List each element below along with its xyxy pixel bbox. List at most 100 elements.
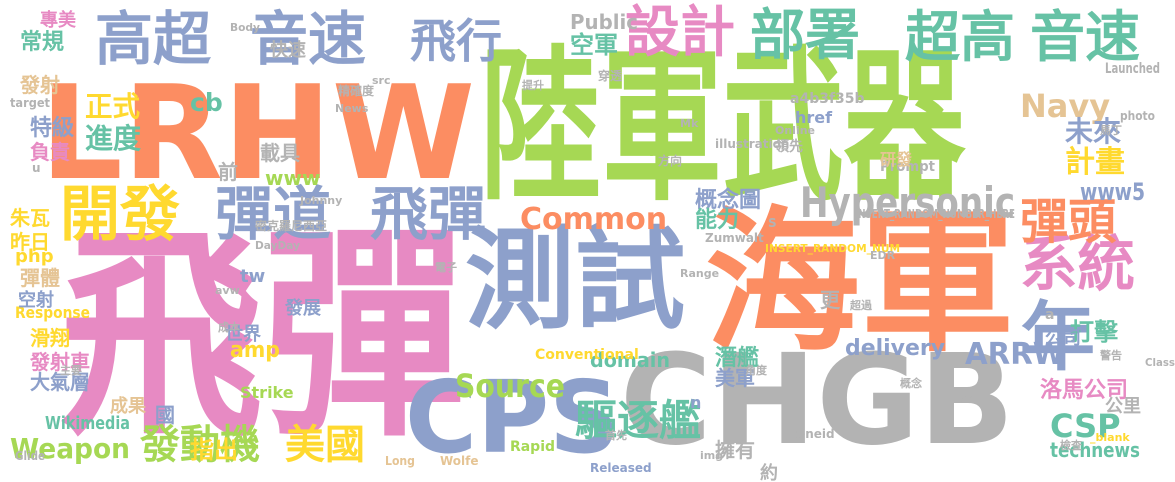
word-10: 設計 — [625, 0, 736, 64]
word-89-body: Body — [230, 21, 261, 34]
word-83-wolfe: Wolfe — [440, 454, 479, 468]
word-3: 測試 — [465, 216, 685, 344]
word-38: 空軍 — [570, 31, 618, 59]
word-53: 潛艦 — [715, 346, 760, 371]
word-7: 高超 — [95, 5, 212, 73]
word-66-response: Response — [15, 303, 91, 322]
word-9: 飛行 — [410, 14, 502, 68]
word-114: 研發 — [880, 150, 913, 169]
word-32-www5: www5 — [1080, 178, 1145, 206]
word-1: 飛彈 — [60, 206, 465, 468]
word-28-navy: Navy — [1020, 87, 1111, 125]
word-127: 首先 — [605, 429, 627, 442]
word-102-u: u — [32, 161, 41, 175]
word-103-s: S — [768, 216, 777, 230]
word-13: 音速 — [1030, 5, 1141, 69]
word-40: 正式 — [85, 90, 141, 123]
word-105: 昨日 — [10, 230, 50, 254]
word-64-php: php — [15, 246, 54, 267]
word-85-johnny: Johnny — [300, 194, 343, 207]
word-39-public: Public — [570, 10, 639, 34]
word-45: 朱瓦 — [10, 206, 50, 230]
word-15: 彈道 — [215, 180, 332, 248]
word-25-source: Source — [455, 367, 565, 405]
word-115: 快速 — [270, 40, 306, 61]
word-104: 專美 — [40, 10, 76, 31]
word-29: 計畫 — [1065, 145, 1125, 180]
word-43: 特級 — [30, 116, 75, 141]
word-76-insert-random-num: INSERT_RANDOM_NUM — [765, 242, 901, 255]
word-36: 概念圖 — [695, 188, 762, 213]
word-123: 電子 — [435, 261, 457, 274]
word-101-a: a — [1045, 307, 1055, 323]
word-119: 成本 — [218, 321, 240, 334]
word-130: 馬丁 — [1100, 124, 1122, 137]
word-129: 警告 — [1100, 349, 1122, 362]
word-82-long: Long — [385, 454, 415, 468]
word-113: 成果 — [110, 396, 146, 417]
word-11: 部署 — [750, 3, 861, 67]
word-108: 更 — [820, 288, 840, 312]
word-74-conventional: Conventional — [535, 347, 639, 363]
word-98-avw: avw — [215, 284, 240, 297]
word-58: 常規 — [20, 30, 65, 55]
word-14: 開發 — [60, 180, 180, 250]
word-124: 提升 — [522, 79, 544, 92]
word-41: 進度 — [85, 122, 142, 155]
word-94-edr: EDR — [870, 249, 896, 262]
word-120: 主要 — [60, 364, 82, 377]
word-19: 系統 — [1020, 230, 1135, 300]
word-126: 概念 — [900, 377, 922, 390]
word-23: 發動機 — [140, 422, 260, 468]
word-131: 檢查 — [1060, 439, 1082, 452]
word-72-air: Air — [650, 144, 673, 160]
word-99-src: src — [372, 74, 391, 87]
word-73-href: href — [795, 108, 833, 127]
word-93-mk: Mk — [680, 117, 699, 130]
word-56: 滑翔 — [30, 326, 70, 350]
word-50-domain: domain — [590, 348, 670, 372]
word-78-released: Released — [590, 461, 652, 475]
word-17-hypersonic: Hypersonic — [800, 178, 1016, 227]
word-81-glide: Glide — [15, 449, 46, 463]
word-57: 彈體 — [20, 266, 60, 290]
word-107: 前 — [218, 160, 238, 184]
word-24: 美國 — [285, 422, 365, 468]
word-44: 負責 — [30, 140, 70, 164]
word-90-target: target — [10, 96, 50, 110]
word-75-insert-random-number-here: INSERT_RANDOM_NUMBER_HERE — [855, 207, 1015, 221]
word-68-strike: Strike — [240, 383, 294, 402]
word-20: 彈頭 — [1020, 194, 1117, 250]
word-62: 擁有 — [715, 438, 755, 462]
word-46: 載具 — [260, 141, 300, 165]
word-37: 能力 — [695, 208, 740, 233]
word-67-a4b3f35b: a4b3f35b — [790, 91, 865, 107]
word-88-photo: photo — [1120, 109, 1155, 123]
word-27-arrw: ARRW — [965, 337, 1066, 372]
word-49-amp: amp — [230, 338, 280, 363]
word-33: 打擊 — [1070, 318, 1118, 346]
word-63: 公司 — [1045, 328, 1081, 349]
word-121: 穿透 — [598, 69, 623, 83]
word-59: 發射 — [20, 73, 60, 97]
word-16: 飛彈 — [370, 180, 487, 248]
word-8: 音速 — [250, 5, 367, 73]
word-95-blank: _blank — [1090, 431, 1130, 444]
word-21: 年 — [1020, 293, 1096, 381]
word-91-range: Range — [680, 267, 720, 280]
word-71-prompt: Prompt — [880, 159, 936, 175]
word-80-illustration: illustration — [715, 137, 790, 151]
word-77-zumwalt: Zumwalt — [705, 231, 764, 245]
word-112: 發展 — [285, 298, 321, 319]
word-30: 未來 — [1065, 115, 1122, 148]
word-2: 海軍 — [705, 192, 1015, 373]
word-42-cb: cb — [190, 88, 223, 117]
word-109: 國 — [155, 403, 175, 427]
word-79-zoneid: zoneid — [790, 427, 835, 441]
word-110: 約 — [760, 463, 778, 482]
word-117: 精確度 — [338, 84, 375, 98]
word-61: 公里 — [1105, 396, 1141, 417]
word-34: 洛馬公司 — [1040, 378, 1129, 403]
word-48-delivery: delivery — [845, 336, 946, 361]
